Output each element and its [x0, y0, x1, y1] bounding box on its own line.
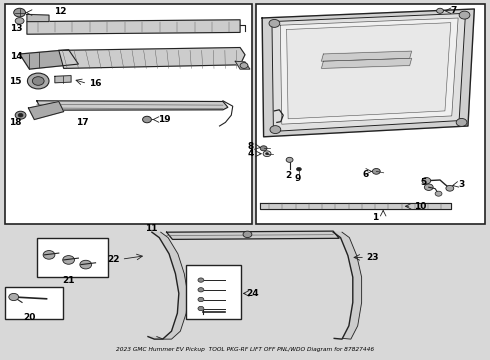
- Text: 6: 6: [363, 171, 369, 180]
- Polygon shape: [262, 9, 474, 137]
- Circle shape: [143, 116, 151, 123]
- Circle shape: [269, 19, 280, 27]
- Text: 23: 23: [367, 253, 379, 262]
- Circle shape: [422, 177, 431, 184]
- Bar: [5, 4, 252, 224]
- Circle shape: [459, 11, 470, 19]
- Polygon shape: [37, 101, 228, 110]
- Text: 17: 17: [76, 118, 89, 127]
- Polygon shape: [55, 76, 71, 83]
- Bar: [5, 287, 63, 319]
- Text: 14: 14: [10, 52, 23, 61]
- Polygon shape: [27, 20, 240, 34]
- Circle shape: [372, 168, 380, 174]
- Text: 24: 24: [246, 289, 259, 298]
- Circle shape: [9, 293, 19, 301]
- Circle shape: [15, 18, 24, 24]
- Polygon shape: [167, 231, 339, 239]
- Text: 10: 10: [414, 202, 426, 211]
- Polygon shape: [148, 232, 188, 339]
- Polygon shape: [321, 58, 412, 68]
- Polygon shape: [260, 203, 451, 209]
- Polygon shape: [59, 48, 245, 68]
- Polygon shape: [28, 102, 64, 120]
- Text: 8: 8: [247, 143, 254, 152]
- Circle shape: [27, 73, 49, 89]
- Text: 1: 1: [372, 212, 379, 221]
- Text: 21: 21: [62, 276, 75, 284]
- Polygon shape: [333, 232, 362, 339]
- Circle shape: [43, 251, 55, 259]
- Polygon shape: [321, 51, 412, 61]
- Text: 16: 16: [89, 79, 102, 88]
- Circle shape: [198, 278, 204, 282]
- Circle shape: [446, 185, 454, 191]
- Circle shape: [437, 8, 443, 13]
- Polygon shape: [287, 23, 451, 119]
- Circle shape: [266, 153, 269, 155]
- Bar: [256, 4, 485, 224]
- Circle shape: [296, 167, 301, 171]
- Text: 19: 19: [158, 115, 171, 124]
- Circle shape: [15, 111, 26, 119]
- Text: 13: 13: [10, 24, 23, 33]
- Polygon shape: [27, 14, 49, 22]
- Circle shape: [63, 256, 74, 264]
- Circle shape: [80, 260, 92, 269]
- Circle shape: [435, 191, 442, 196]
- Polygon shape: [235, 61, 250, 69]
- Circle shape: [198, 288, 204, 292]
- Circle shape: [263, 151, 271, 157]
- Circle shape: [14, 8, 25, 17]
- Bar: [37, 238, 108, 277]
- Text: 11: 11: [145, 224, 157, 233]
- Text: 3: 3: [458, 180, 465, 189]
- Circle shape: [243, 231, 252, 238]
- Text: 9: 9: [295, 174, 301, 183]
- Text: 7: 7: [451, 6, 457, 15]
- Circle shape: [456, 118, 467, 126]
- Text: 2: 2: [286, 171, 292, 180]
- Text: 15: 15: [9, 77, 22, 85]
- Circle shape: [286, 157, 293, 162]
- Polygon shape: [272, 13, 466, 131]
- Text: 2023 GMC Hummer EV Pickup  TOOL PKG-RF LIFT OFF PNL/WDO Diagram for 87827446: 2023 GMC Hummer EV Pickup TOOL PKG-RF LI…: [116, 347, 374, 352]
- Text: 18: 18: [9, 118, 22, 127]
- Bar: [186, 265, 241, 319]
- Circle shape: [198, 306, 204, 311]
- Circle shape: [18, 113, 23, 117]
- Circle shape: [260, 146, 267, 151]
- Circle shape: [198, 297, 204, 302]
- Polygon shape: [20, 50, 78, 69]
- Text: 4: 4: [247, 149, 254, 158]
- Text: 12: 12: [54, 7, 67, 16]
- Circle shape: [270, 126, 281, 134]
- Polygon shape: [280, 18, 458, 124]
- Circle shape: [240, 63, 248, 68]
- Circle shape: [32, 77, 44, 85]
- Text: 20: 20: [23, 313, 36, 323]
- Text: 22: 22: [107, 255, 120, 264]
- Circle shape: [424, 184, 433, 190]
- Text: 5: 5: [420, 177, 427, 186]
